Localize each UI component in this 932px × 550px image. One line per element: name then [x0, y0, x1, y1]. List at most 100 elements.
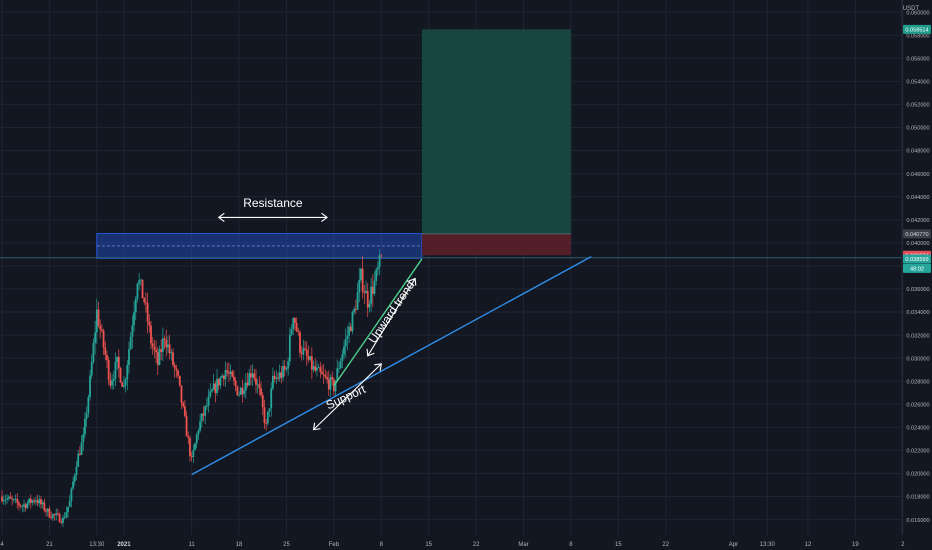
candle-body	[217, 378, 220, 386]
time-tick-label: Apr	[729, 542, 738, 548]
candle-body	[204, 406, 207, 416]
candle-body	[168, 344, 171, 354]
candle-body	[268, 408, 271, 412]
time-tick-label: 12	[805, 542, 812, 548]
price-tick-label: 0.016000	[906, 518, 929, 524]
candle-body	[2, 499, 5, 502]
price-tick-label: 0.058000	[906, 33, 929, 39]
upward-trend-trendline	[333, 258, 423, 387]
candle-body	[239, 387, 242, 395]
candle-body	[40, 499, 42, 505]
candle-body	[183, 406, 186, 416]
drawing-layer[interactable]	[0, 29, 902, 259]
candle-body	[100, 329, 103, 331]
candle-body	[67, 506, 69, 513]
candle-body	[23, 504, 25, 507]
candle-body	[307, 356, 310, 360]
price-tick-label: 0.034000	[906, 310, 929, 316]
candle-body	[353, 309, 356, 312]
candle-body	[9, 496, 12, 499]
candle-body	[145, 302, 147, 304]
candle-body	[214, 383, 217, 394]
candle-body	[175, 368, 178, 371]
candle-body	[72, 481, 75, 489]
candle-body	[161, 338, 164, 352]
price-badge-label: 0.038599	[905, 257, 928, 263]
candle-body	[194, 443, 196, 451]
candle-body	[12, 499, 15, 500]
candle-body	[341, 354, 344, 361]
candle-body	[29, 498, 32, 503]
candle-body	[266, 411, 269, 424]
time-tick-label: 18	[236, 542, 243, 548]
time-tick-label: 13:30	[760, 542, 776, 548]
candle-body	[167, 344, 169, 348]
candle-body	[299, 332, 301, 353]
time-tick-label: 25	[283, 542, 290, 548]
candle-body	[317, 367, 320, 369]
candle-body	[48, 508, 51, 518]
annotation-arrow	[367, 278, 416, 357]
time-tick-label: 21	[46, 542, 53, 548]
candle-body	[26, 503, 29, 509]
price-badge-label: 0.058514	[905, 27, 928, 33]
candle-body	[361, 268, 364, 292]
candle-body	[63, 517, 66, 519]
candle-body	[202, 413, 205, 416]
candle-body	[233, 376, 235, 381]
time-tick-label: 15	[425, 542, 432, 548]
candle-body	[1, 496, 3, 502]
candle-body	[33, 500, 36, 502]
candle-body	[309, 356, 312, 360]
candle-body	[109, 379, 112, 386]
candle-body	[150, 325, 152, 344]
price-tick-label: 0.042000	[906, 218, 929, 224]
annotation-label: Resistance	[243, 196, 303, 210]
price-badge-label: 0.040770	[905, 232, 928, 238]
candle-body	[21, 506, 24, 508]
candle-body	[324, 375, 327, 378]
time-tick-label: 8	[380, 542, 384, 548]
candle-body	[129, 336, 132, 350]
candle-body	[290, 329, 293, 335]
time-tick-label: 15	[615, 542, 622, 548]
candle-body	[117, 356, 120, 369]
arrow-head	[366, 348, 375, 357]
candle-body	[173, 364, 176, 369]
candle-body	[229, 371, 232, 374]
candle-body	[343, 346, 345, 355]
candle-body	[56, 513, 59, 515]
candle-body	[304, 348, 306, 350]
candle-body	[327, 379, 330, 390]
candle-body	[141, 279, 144, 299]
candle-body	[336, 368, 339, 381]
candle-body	[146, 303, 149, 322]
candle-body	[14, 498, 17, 500]
candle-body	[143, 298, 146, 303]
candle-body	[370, 286, 373, 304]
candle-body	[85, 413, 88, 419]
arrow-head	[408, 277, 417, 286]
candle-body	[114, 361, 117, 379]
candle-body	[31, 500, 34, 503]
candle-body	[346, 335, 349, 339]
trendlines[interactable]	[191, 256, 592, 476]
candle-body	[288, 334, 291, 362]
time-tick-label: 8	[569, 542, 573, 548]
candle-body	[123, 385, 125, 387]
candle-body	[349, 326, 352, 332]
candle-body	[41, 502, 44, 505]
candle-body	[107, 359, 110, 380]
candle-body	[121, 382, 124, 387]
candle-body	[339, 360, 342, 369]
price-tick-label: 0.054000	[906, 80, 929, 86]
candle-body	[366, 290, 369, 308]
price-tick-label: 0.026000	[906, 402, 929, 408]
candle-body	[45, 510, 47, 512]
candle-body	[16, 498, 19, 503]
candle-body	[185, 415, 188, 437]
candle-body	[60, 522, 63, 524]
